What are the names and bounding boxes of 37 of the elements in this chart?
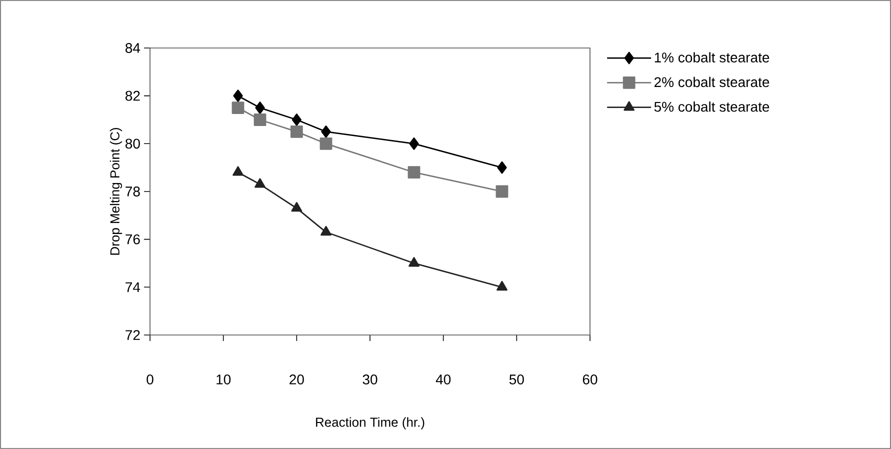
point — [290, 126, 303, 138]
legend-label: 5% cobalt stearate — [654, 101, 770, 112]
point — [232, 102, 244, 114]
x-tick-label: 40 — [436, 374, 451, 384]
y-tick-label: 76 — [126, 234, 140, 244]
point — [320, 226, 332, 236]
point — [254, 114, 266, 126]
point — [497, 161, 507, 174]
legend-label: 1% cobalt stearate — [654, 52, 770, 62]
legend-label: 2% cobalt stearate — [654, 76, 770, 88]
x-tick-label: 50 — [509, 374, 524, 384]
point — [320, 137, 332, 150]
x-tick-label: 30 — [362, 374, 378, 384]
point — [408, 166, 420, 179]
point — [496, 185, 508, 198]
point — [291, 202, 302, 212]
point — [409, 137, 419, 150]
y-tick-label: 74 — [126, 282, 140, 292]
x-tick-label: 20 — [290, 374, 304, 384]
y-tick-label: 78 — [126, 186, 140, 196]
y-tick-label: 82 — [126, 90, 140, 101]
point — [292, 114, 302, 126]
point — [232, 166, 244, 176]
point — [254, 178, 266, 188]
y-axis-title: Drop Melting Point (C) — [110, 128, 122, 255]
point — [496, 280, 508, 291]
x-tick-label: 10 — [216, 374, 231, 384]
point — [255, 102, 265, 114]
y-tick-label: 80 — [126, 138, 140, 149]
point — [408, 257, 420, 267]
x-tick-label: 0 — [146, 374, 154, 384]
point — [321, 126, 331, 138]
y-tick-label: 72 — [126, 330, 140, 340]
point — [233, 90, 243, 102]
y-tick-label: 84 — [126, 43, 140, 53]
x-axis-title: Reaction Time (hr.) — [316, 417, 424, 430]
x-tick-label: 60 — [582, 374, 598, 384]
